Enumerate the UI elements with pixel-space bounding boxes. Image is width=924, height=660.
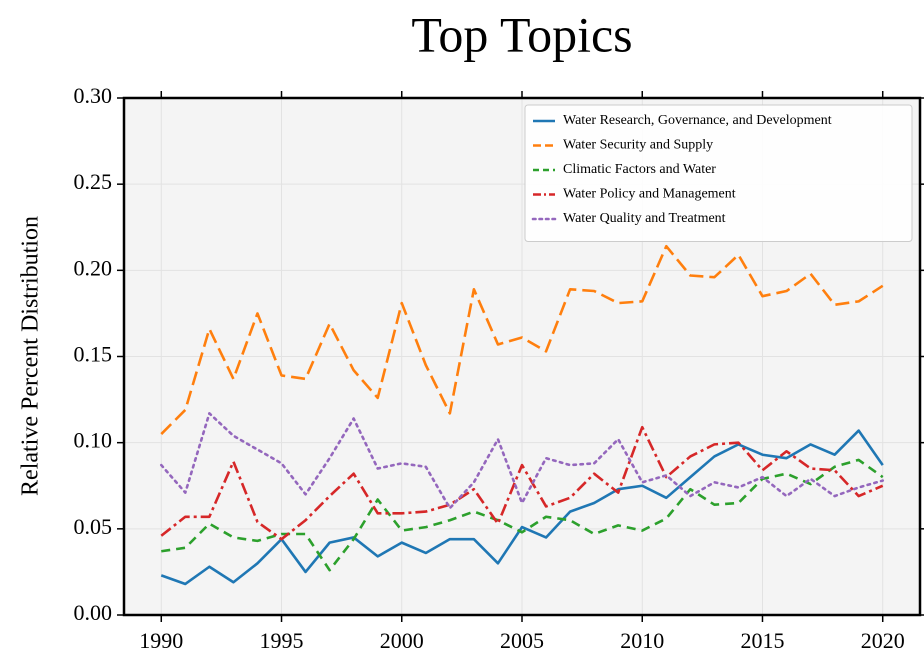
line-series [160, 425, 884, 541]
legend-box [524, 104, 913, 242]
x-tick-label: 2015 [740, 628, 784, 653]
legend-label: Water Policy and Management [563, 187, 736, 202]
y-tick-label: 0.20 [74, 255, 113, 280]
legend: Water Research, Governance, and Developm… [524, 104, 913, 242]
legend-label: Water Security and Supply [563, 138, 713, 153]
line-series [159, 412, 885, 510]
y-tick-label: 0.05 [74, 514, 113, 539]
line-series [160, 244, 884, 435]
y-tick-label: 0.15 [74, 342, 113, 367]
y-tick-label: 0.25 [74, 169, 113, 194]
legend-label: Climatic Factors and Water [563, 162, 716, 177]
legend-label: Water Research, Governance, and Developm… [563, 113, 832, 128]
y-tick-label: 0.10 [74, 428, 113, 453]
legend-label: Water Quality and Treatment [563, 211, 726, 226]
x-tick-label: 1995 [260, 628, 304, 653]
x-tick-label: 1990 [139, 628, 183, 653]
plot-frame [122, 96, 922, 617]
y-axis-label: Relative Percent Distribution [18, 216, 44, 496]
x-tick-label: 2020 [861, 628, 905, 653]
x-tick-label: 2000 [380, 628, 424, 653]
x-tick-label: 2010 [620, 628, 664, 653]
chart-title: Top Topics [411, 6, 632, 62]
x-tick-label: 2005 [500, 628, 544, 653]
y-tick-label: 0.00 [74, 600, 113, 625]
line-series [161, 458, 884, 572]
y-tick-label: 0.30 [74, 83, 113, 108]
